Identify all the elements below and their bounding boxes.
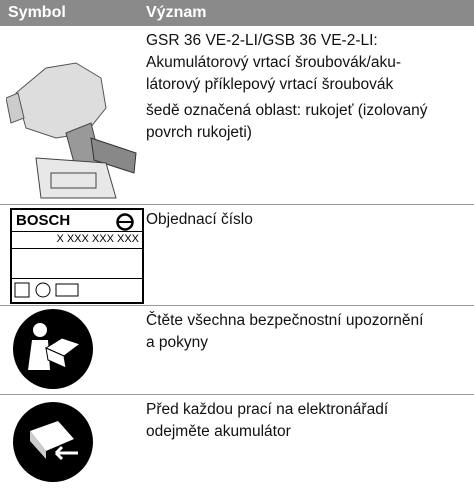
read-manual-icon <box>13 309 93 389</box>
logo <box>116 213 134 231</box>
label-symbols <box>14 282 79 298</box>
text-line: a pokyny <box>146 334 209 351</box>
paragraph: GSR 36 VE-2-LI/GSB 36 VE-2-LI: Akumulátor… <box>146 30 428 96</box>
header-cell: Význam <box>146 4 207 21</box>
text-line: látorový příklepový vrtací šroubovák <box>146 76 394 93</box>
row: BOSCH X XXX XXX XXX Objednací číslo <box>0 205 474 306</box>
row: Před každou prací na elektronářadí odejmě… <box>0 395 474 488</box>
description: Před každou prací na elektronářadí odejmě… <box>146 399 388 447</box>
text-line: povrch rukojeti) <box>146 124 252 141</box>
type-label: BOSCH X XXX XXX XXX <box>10 208 144 304</box>
text-line: odejměte akumulátor <box>146 423 291 440</box>
text-line: šedě označená oblast: rukojeť (izolovaný <box>146 102 428 119</box>
text-line: Před každou prací na elektronářadí <box>146 401 389 418</box>
text-line: Čtěte všechna bezpečnostní upozornění <box>146 312 424 329</box>
remove-battery-icon <box>13 402 93 482</box>
description: Objednací číslo <box>146 209 253 235</box>
row: GSR 36 VE-2-LI/GSB 36 VE-2-LI: Akumulátor… <box>0 26 474 205</box>
label-number: X XXX XXX XXX <box>56 233 139 245</box>
header-cell: Symbol <box>8 4 66 21</box>
text-line: Akumulátorový vrtací šroubovák/aku- <box>146 54 401 71</box>
row: Čtěte všechna bezpečnostní upozornění a p… <box>0 306 474 395</box>
paragraph: Objednací číslo <box>146 209 253 231</box>
description: Čtěte všechna bezpečnostní upozornění a p… <box>146 310 423 358</box>
paragraph: šedě označená oblast: rukojeť (izolovaný… <box>146 100 428 144</box>
text-line: Objednací číslo <box>146 211 253 228</box>
paragraph: Před každou prací na elektronářadí odejmě… <box>146 399 388 443</box>
text-line: GSR 36 VE-2-LI/GSB 36 VE-2-LI: <box>146 32 378 49</box>
table-header: Symbol Význam <box>0 0 474 26</box>
drill-image <box>6 62 137 199</box>
description: GSR 36 VE-2-LI/GSB 36 VE-2-LI: Akumulátor… <box>146 30 428 148</box>
paragraph: Čtěte všechna bezpečnostní upozornění a p… <box>146 310 423 354</box>
label-brand: BOSCH <box>16 212 71 229</box>
